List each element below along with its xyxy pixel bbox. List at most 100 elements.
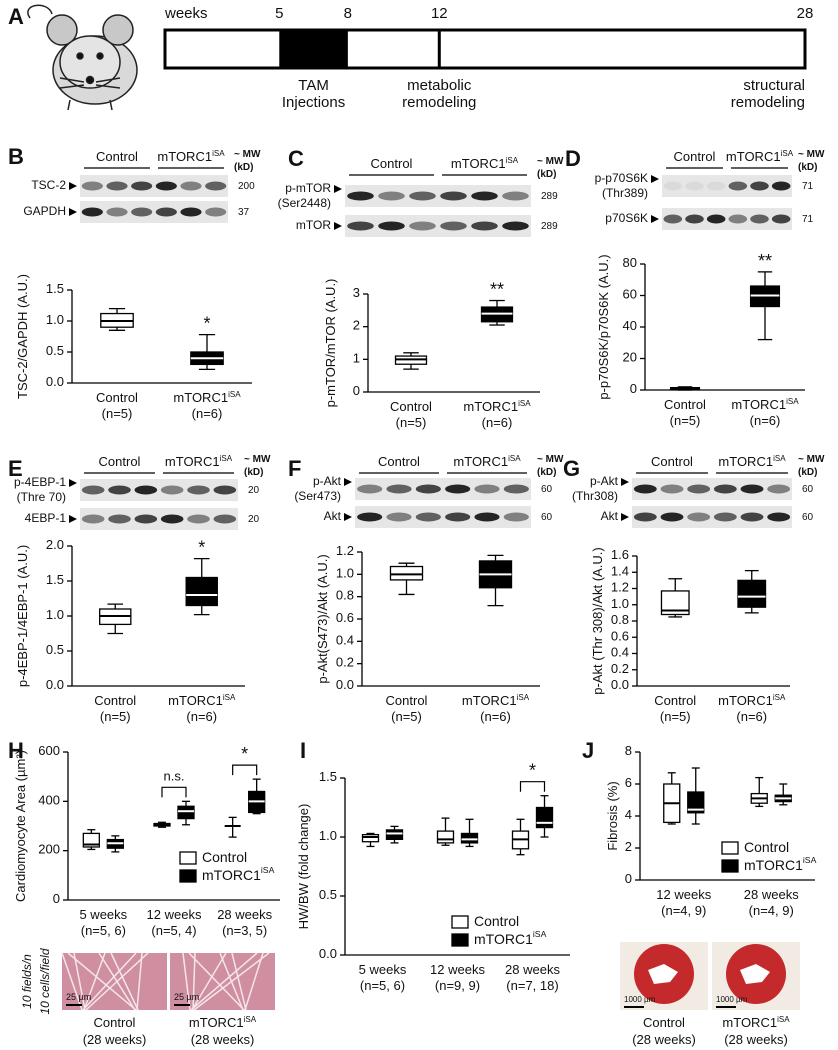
blot-band [131, 181, 153, 191]
blot-band [415, 484, 441, 494]
superscript: iSA [781, 149, 794, 158]
y-tick-label: 1.2 [611, 580, 629, 595]
significance-bracket [232, 764, 258, 776]
x-tick-label: Control [96, 390, 138, 405]
text-span: 20 [248, 485, 260, 496]
blot-arrow [651, 215, 659, 223]
x-tick-label: (n=6) [480, 709, 511, 724]
box [177, 805, 195, 820]
superscript: iSA [773, 693, 786, 702]
text-span: 0.4 [611, 645, 629, 660]
text-span: 1.4 [611, 564, 629, 579]
blot-label: (Thr389) [602, 186, 648, 200]
panel-letter: I [300, 738, 306, 763]
text-span: 0.8 [336, 588, 354, 603]
blot-band [503, 512, 529, 522]
y-tick-label: 1 [353, 351, 360, 366]
text-span: 0 [53, 891, 60, 906]
blot-strip [80, 175, 228, 197]
superscript: iSA [220, 454, 233, 463]
text-span: 4 [625, 807, 632, 822]
blot-band [767, 512, 791, 522]
x-tick-label: 5 weeks [79, 907, 127, 922]
text-span: Control [386, 693, 428, 708]
panel-letter: E [8, 456, 23, 481]
text-span: (n=6) [186, 709, 217, 724]
y-tick-label: 0.0 [319, 946, 337, 961]
text-span: A [8, 4, 24, 29]
blot-group: mTORC1iSA [157, 149, 225, 165]
blot-band [660, 512, 684, 522]
text-span: H [8, 738, 24, 763]
text-span: Control [474, 913, 519, 929]
text-span: * [203, 313, 210, 333]
text-span: 0 [630, 381, 637, 396]
text-span: 12 weeks [430, 962, 485, 977]
mw-value: 60 [541, 484, 553, 495]
text-span: (n=4, 9) [749, 903, 794, 918]
timeline-box [163, 28, 807, 70]
text-span: Control [654, 693, 696, 708]
text-span: Control [94, 693, 136, 708]
blot-band [706, 181, 726, 191]
x-tick-label: (n=5) [396, 415, 427, 430]
blot-band [180, 207, 202, 217]
x-tick-label: mTORC1iSA [168, 693, 236, 709]
text-span: (Thre 70) [17, 490, 66, 504]
text-span: ** [490, 279, 504, 299]
x-tick-label: (n=6) [750, 413, 781, 428]
text-span: Fibrosis (%) [605, 781, 620, 850]
text-span: mTOR [296, 218, 331, 232]
blot-band [706, 214, 726, 224]
blot-label: GAPDH [23, 204, 66, 218]
text-span: mTORC1 [453, 454, 508, 469]
nose [85, 75, 95, 85]
blot-band [440, 221, 467, 231]
text-span: ~ MW [537, 454, 564, 465]
text-span: 28 weeks [217, 907, 272, 922]
y-tick-label: 1.0 [319, 828, 337, 843]
y-tick-label: 80 [623, 255, 637, 270]
text-span: 2 [625, 839, 632, 854]
cell-border [244, 952, 264, 1011]
text-span: 0.5 [319, 887, 337, 902]
significance: * [529, 760, 536, 780]
blot-band [213, 485, 237, 495]
text-span: ~ MW [798, 454, 825, 465]
text-span: 60 [541, 512, 553, 523]
mw-value: 60 [541, 512, 553, 523]
blot-band [740, 484, 764, 494]
text-span: 0.0 [46, 677, 64, 692]
x-tick-label: (n=5, 6) [81, 923, 126, 938]
text-span: 1.0 [46, 312, 64, 327]
text-span: (kD) [537, 169, 556, 180]
text-span: mTORC1 [718, 693, 773, 708]
blot-band [180, 181, 202, 191]
blot-band [728, 181, 748, 191]
cell-border [82, 952, 137, 1011]
y-tick-label: 0.8 [336, 588, 354, 603]
text-span: 0.6 [611, 629, 629, 644]
superscript: iSA [212, 149, 225, 158]
text-span: (n=5, 6) [81, 923, 126, 938]
legend-swatch [451, 915, 469, 929]
text-span: ~ MW [537, 156, 564, 167]
y-tick-label: 2.0 [46, 537, 64, 552]
text-span: 1000 µm [624, 995, 656, 1004]
superscript: iSA [508, 454, 521, 463]
text-span: p-4EBP-1/4EBP-1 (A.U.) [15, 545, 30, 687]
text-span: 60 [623, 287, 637, 302]
y-axis-label: HW/BW (fold change) [296, 804, 311, 930]
blot-strip [345, 185, 531, 207]
y-tick-label: 0 [53, 891, 60, 906]
y-tick-label: 20 [623, 350, 637, 365]
superscript: iSA [223, 693, 236, 702]
blot-band [386, 484, 412, 494]
text-span: (28 weeks) [724, 1032, 788, 1047]
blot-band [445, 512, 471, 522]
text-span: p-Akt [590, 474, 619, 488]
blot-strip [355, 506, 531, 528]
blot-group: Control [674, 149, 716, 164]
text-span: 60 [802, 512, 814, 523]
text-span: 0.8 [611, 612, 629, 627]
